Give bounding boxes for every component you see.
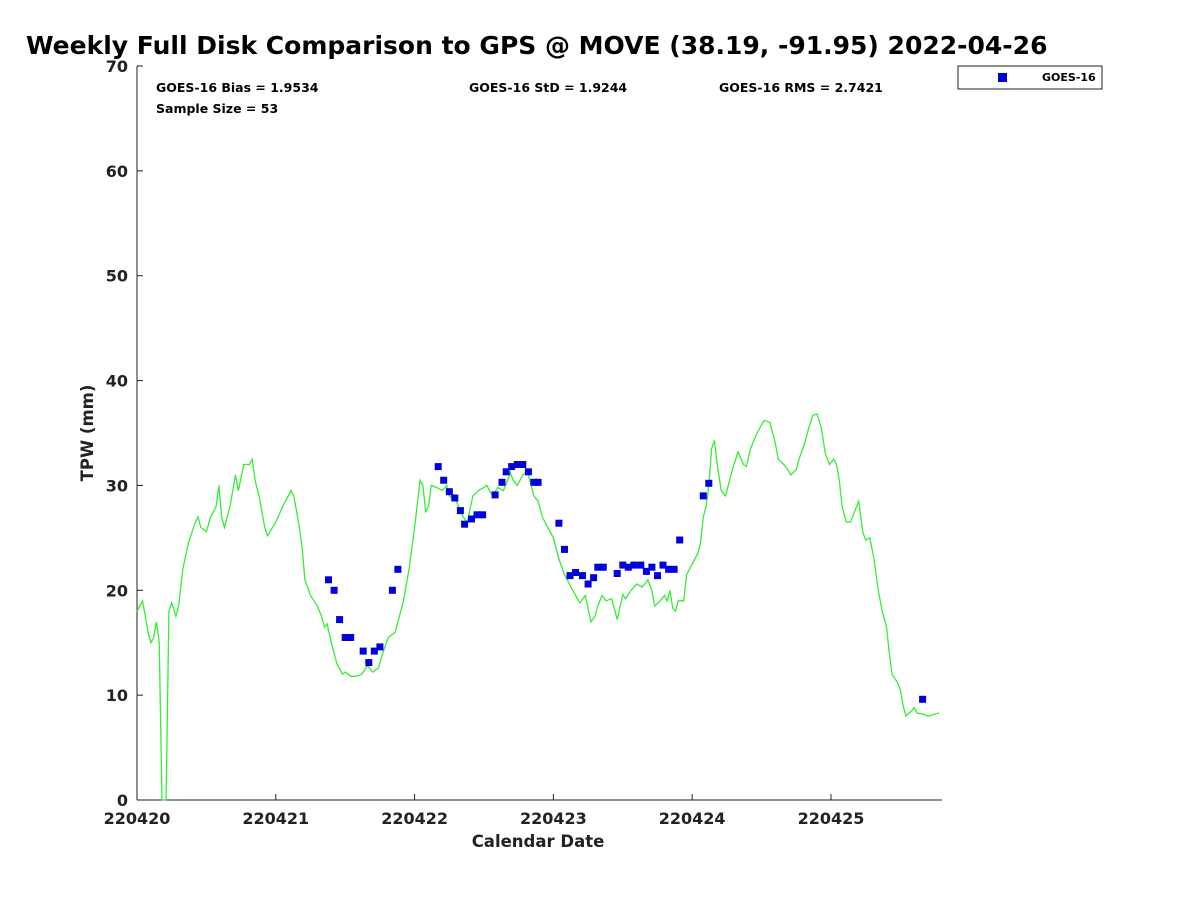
x-tick-label: 220421 xyxy=(242,809,309,828)
x-tick-label: 220422 xyxy=(381,809,448,828)
data-point-goes-16 xyxy=(519,461,527,468)
series-line-gps xyxy=(136,413,940,801)
legend-label-goes-16: GOES-16 xyxy=(1042,71,1096,84)
x-ticks: 220420 220421 220422 220423 220424 220425 xyxy=(104,794,865,828)
data-point-goes-16 xyxy=(461,520,469,528)
plot-area: 0 10 20 30 40 50 60 70 220420 220421 220422 220423… xyxy=(104,57,942,828)
data-point-goes-16 xyxy=(456,507,464,515)
data-point-goes-16 xyxy=(648,563,656,571)
data-point-goes-16 xyxy=(630,561,638,569)
data-point-goes-16 xyxy=(659,561,667,569)
stat-std: GOES-16 StD = 1.9244 xyxy=(469,80,627,95)
data-point-goes-16 xyxy=(524,468,532,476)
x-tick-label: 220424 xyxy=(659,809,726,828)
data-point-goes-16 xyxy=(365,659,373,667)
x-tick-label: 220423 xyxy=(520,809,587,828)
x-tick-label: 220425 xyxy=(798,809,865,828)
data-point-goes-16 xyxy=(341,634,349,641)
y-axis-label: TPW (mm) xyxy=(78,385,97,482)
y-tick-label: 50 xyxy=(106,267,128,286)
data-point-goes-16 xyxy=(508,463,516,471)
data-point-goes-16 xyxy=(440,476,448,484)
y-tick-label: 60 xyxy=(106,162,128,181)
data-point-goes-16 xyxy=(534,478,542,486)
legend-box xyxy=(957,65,1103,90)
series-points xyxy=(325,461,927,703)
data-point-goes-16 xyxy=(336,616,344,624)
data-point-goes-16 xyxy=(502,468,510,476)
data-point-goes-16 xyxy=(434,463,442,471)
chart-title: Weekly Full Disk Comparison to GPS @ MOV… xyxy=(26,31,1047,60)
data-point-goes-16 xyxy=(473,511,481,519)
data-point-goes-16 xyxy=(530,478,538,486)
stat-rms: GOES-16 RMS = 2.7421 xyxy=(719,80,883,95)
data-point-goes-16 xyxy=(388,586,396,594)
data-point-goes-16 xyxy=(498,478,506,486)
data-point-goes-16 xyxy=(642,567,650,575)
data-point-goes-16 xyxy=(566,572,574,580)
data-point-goes-16 xyxy=(579,572,586,580)
y-tick-label: 20 xyxy=(106,581,128,600)
data-point-goes-16 xyxy=(394,565,402,573)
data-point-goes-16 xyxy=(624,563,632,571)
series-lines xyxy=(136,413,940,801)
data-point-goes-16 xyxy=(325,576,332,584)
data-point-goes-16 xyxy=(491,491,499,499)
data-point-goes-16 xyxy=(599,563,607,571)
data-point-goes-16 xyxy=(347,634,355,641)
data-point-goes-16 xyxy=(594,563,602,571)
data-point-goes-16 xyxy=(376,643,384,651)
data-point-goes-16 xyxy=(561,545,568,553)
data-point-goes-16 xyxy=(670,565,678,573)
data-point-goes-16 xyxy=(330,586,338,594)
data-point-goes-16 xyxy=(445,488,453,496)
y-tick-label: 10 xyxy=(106,686,128,705)
data-point-goes-16 xyxy=(619,561,627,569)
data-point-goes-16 xyxy=(699,492,707,500)
data-point-goes-16 xyxy=(613,570,621,577)
data-point-goes-16 xyxy=(676,536,684,544)
y-tick-label: 70 xyxy=(106,57,128,76)
data-point-goes-16 xyxy=(468,515,475,523)
data-point-goes-16 xyxy=(654,572,661,580)
data-point-goes-16 xyxy=(665,565,673,573)
legend-marker-goes-16 xyxy=(998,73,1007,82)
data-point-goes-16 xyxy=(590,574,598,582)
data-point-goes-16 xyxy=(513,461,521,468)
y-ticks: 0 10 20 30 40 50 60 70 xyxy=(106,57,143,810)
data-point-goes-16 xyxy=(572,569,580,576)
data-point-goes-16 xyxy=(919,695,927,703)
data-point-goes-16 xyxy=(370,647,378,655)
data-point-goes-16 xyxy=(705,479,713,487)
stat-bias: GOES-16 Bias = 1.9534 xyxy=(156,80,319,95)
data-point-goes-16 xyxy=(451,494,459,502)
data-point-goes-16 xyxy=(359,647,367,655)
y-tick-label: 30 xyxy=(106,476,128,495)
data-point-goes-16 xyxy=(479,511,487,519)
y-tick-label: 0 xyxy=(117,791,128,810)
data-point-goes-16 xyxy=(584,580,592,588)
data-point-goes-16 xyxy=(637,561,645,569)
data-point-goes-16 xyxy=(555,519,563,527)
x-axis-label: Calendar Date xyxy=(472,832,605,851)
stat-sample-size: Sample Size = 53 xyxy=(156,101,278,116)
x-tick-label: 220420 xyxy=(104,809,171,828)
legend: GOES-16 xyxy=(957,65,1103,90)
y-tick-label: 40 xyxy=(106,372,128,391)
